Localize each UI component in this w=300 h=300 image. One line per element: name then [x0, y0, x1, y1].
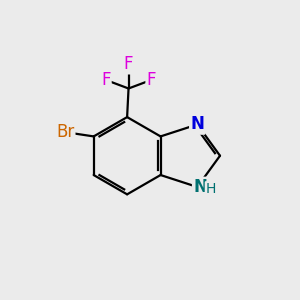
Text: Br: Br	[56, 123, 74, 141]
Text: H: H	[206, 182, 216, 196]
Text: F: F	[124, 55, 133, 73]
Text: N: N	[190, 116, 204, 134]
Text: F: F	[101, 71, 110, 89]
Text: F: F	[147, 71, 156, 89]
Text: N: N	[193, 178, 207, 196]
